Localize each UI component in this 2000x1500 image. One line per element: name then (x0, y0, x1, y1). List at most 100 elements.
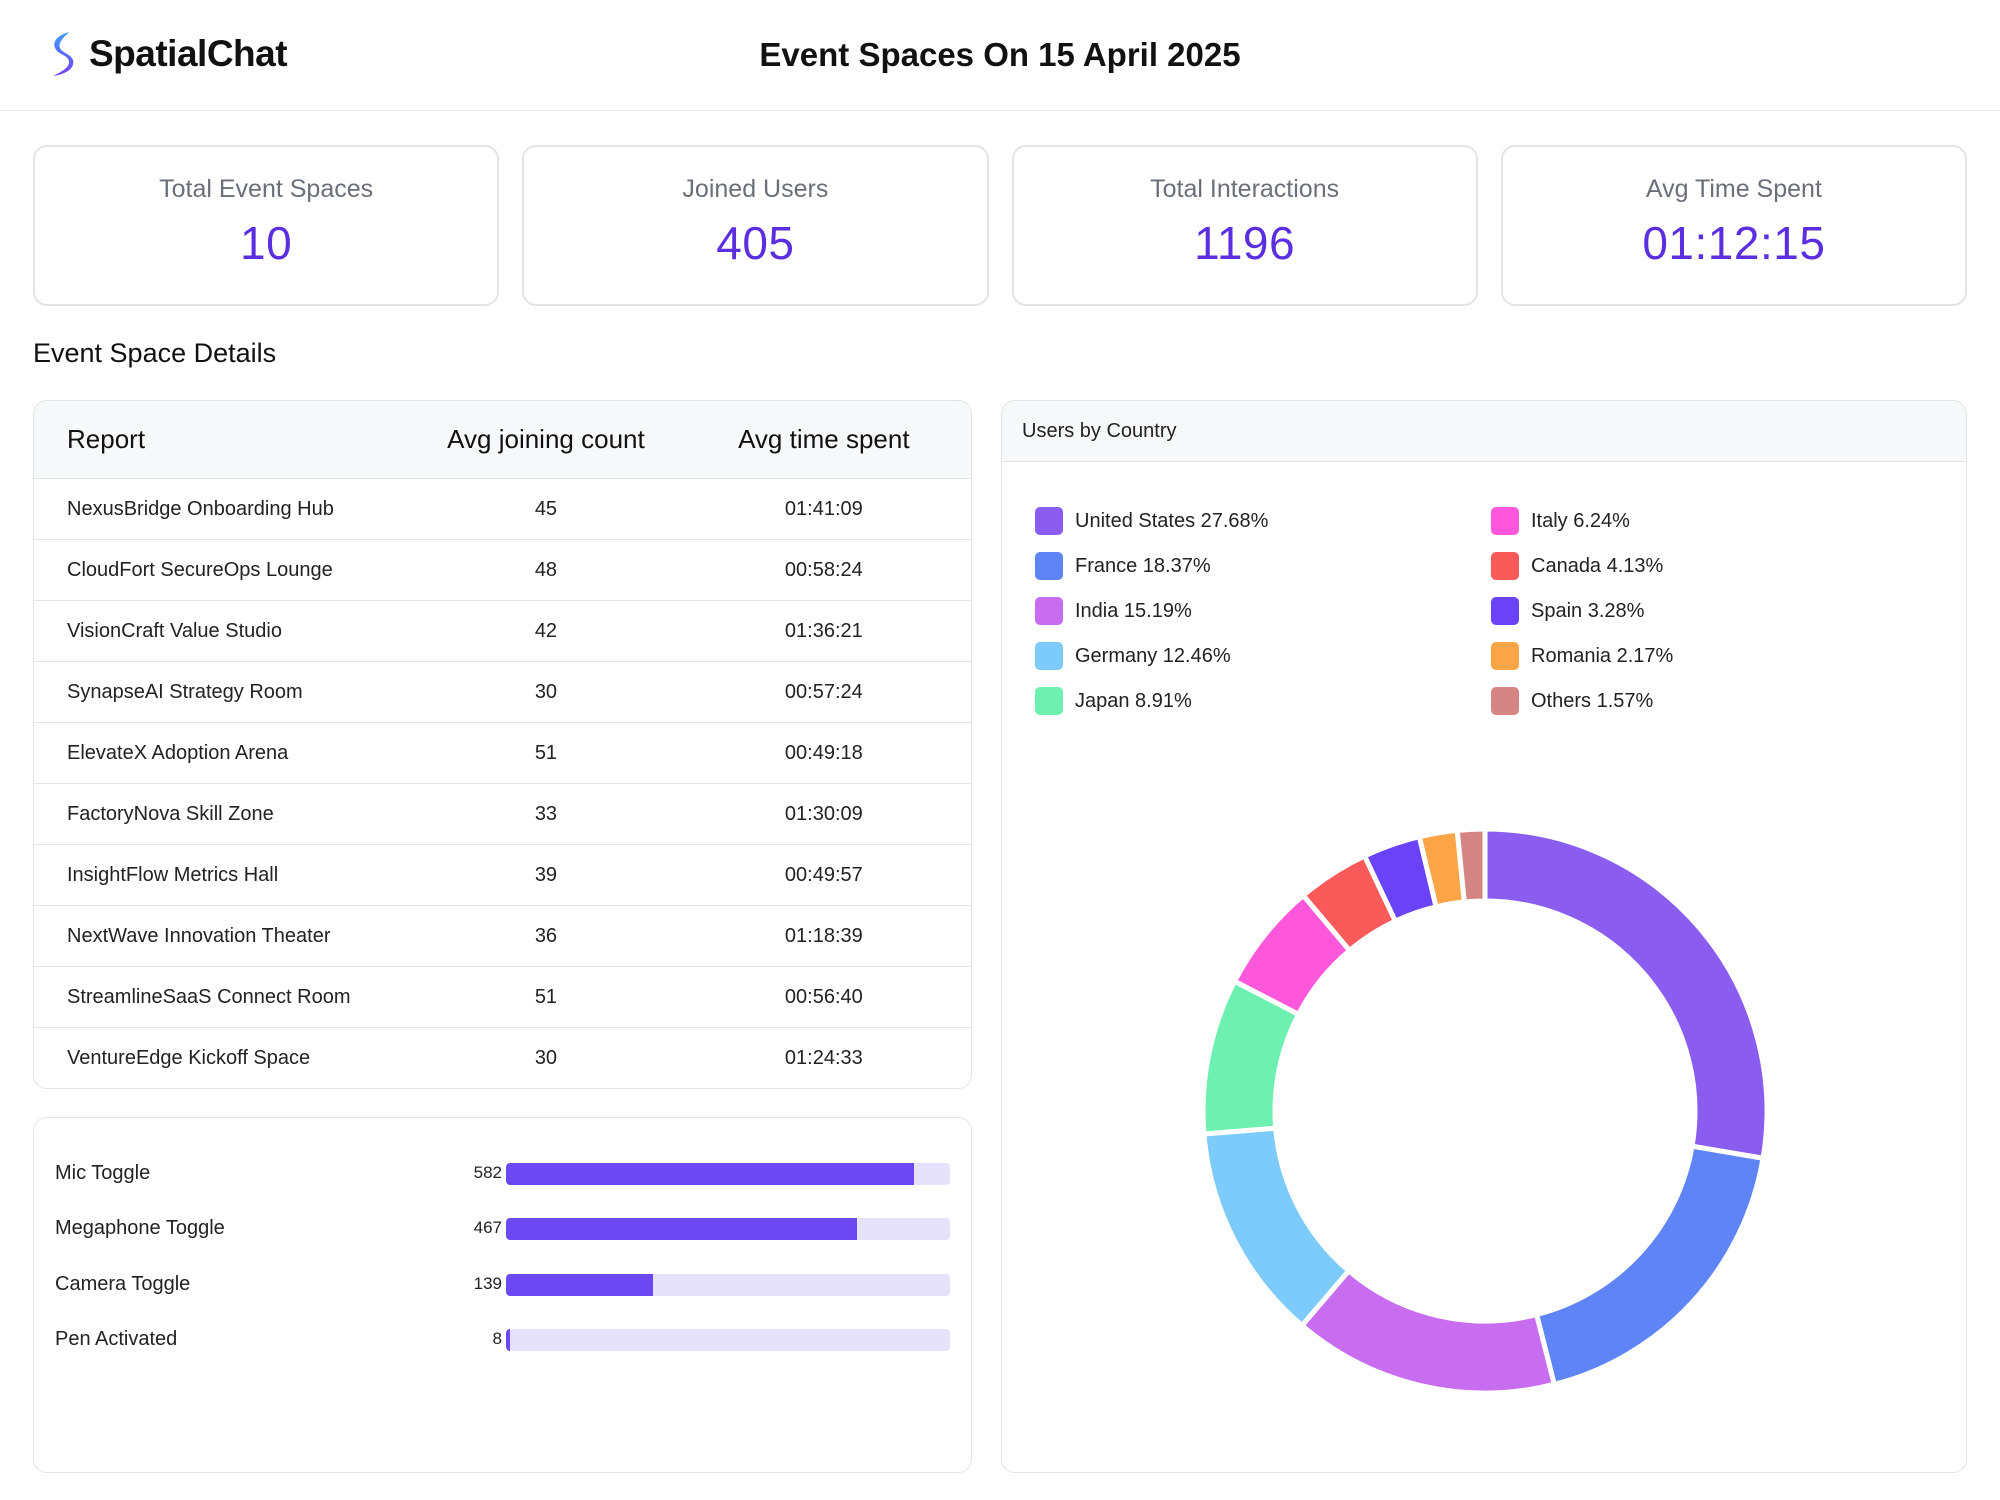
table-row[interactable]: ElevateX Adoption Arena 51 00:49:18 (34, 723, 971, 784)
legend-label: Others 1.57% (1531, 689, 1654, 712)
chart-title: Users by Country (1002, 401, 1966, 462)
legend-swatch (1035, 597, 1063, 625)
donut-slice-germany[interactable] (1201, 1125, 1352, 1329)
cell-time-spent: 01:24:33 (784, 1047, 863, 1069)
cell-report: VisionCraft Value Studio (67, 619, 282, 642)
table-row[interactable]: NextWave Innovation Theater 36 01:18:39 (34, 906, 971, 967)
interaction-row-camera-toggle: Camera Toggle 139 (34, 1269, 973, 1299)
interaction-label: Megaphone Toggle (55, 1217, 225, 1239)
interaction-bar-track (506, 1163, 950, 1185)
interaction-bar-fill (506, 1329, 511, 1351)
logo-text: SpatialChat (89, 33, 288, 74)
cell-time-spent: 00:49:57 (784, 863, 863, 886)
cell-joining-count: 45 (534, 497, 558, 520)
legend-item-india[interactable]: India 15.19% (1035, 596, 1192, 626)
cell-joining-count: 48 (534, 558, 558, 581)
interaction-count: 8 (492, 1329, 502, 1348)
legend-swatch (1491, 597, 1519, 625)
legend-item-united-states[interactable]: United States 27.68% (1035, 506, 1268, 536)
cell-time-spent: 00:57:24 (784, 680, 863, 703)
stat-value: 405 (716, 217, 795, 269)
legend-label: Canada 4.13% (1531, 554, 1664, 577)
cell-joining-count: 36 (534, 924, 558, 947)
legend-item-canada[interactable]: Canada 4.13% (1491, 551, 1663, 581)
legend-item-italy[interactable]: Italy 6.24% (1491, 506, 1630, 536)
legend-swatch (1491, 552, 1519, 580)
interaction-count: 139 (473, 1274, 502, 1293)
table-row[interactable]: FactoryNova Skill Zone 33 01:30:09 (34, 784, 971, 845)
cell-report: FactoryNova Skill Zone (67, 802, 274, 825)
cell-time-spent: 01:18:39 (784, 924, 863, 947)
cell-joining-count: 39 (534, 863, 558, 886)
cell-time-spent: 01:41:09 (784, 497, 863, 520)
donut-slice-united-states[interactable] (1482, 826, 1770, 1161)
table-row[interactable]: InsightFlow Metrics Hall 39 00:49:57 (34, 845, 971, 906)
stat-card-joined-users: Joined Users 405 (522, 145, 989, 306)
cell-report: SynapseAI Strategy Room (67, 680, 303, 703)
cell-report: CloudFort SecureOps Lounge (67, 558, 333, 581)
table-row[interactable]: VisionCraft Value Studio 42 01:36:21 (34, 601, 971, 662)
section-title: Event Space Details (33, 338, 277, 368)
legend-item-france[interactable]: France 18.37% (1035, 551, 1211, 581)
spatialchat-logo-icon (53, 32, 74, 76)
donut-slice-others[interactable] (1454, 826, 1488, 905)
interaction-label: Pen Activated (55, 1328, 178, 1350)
column-header-avg-joining-count[interactable]: Avg joining count (447, 424, 645, 454)
table-row[interactable]: SynapseAI Strategy Room 30 00:57:24 (34, 662, 971, 723)
legend-swatch (1035, 687, 1063, 715)
table-row[interactable]: StreamlineSaaS Connect Room 51 00:56:40 (34, 967, 971, 1028)
stat-label: Joined Users (682, 175, 829, 203)
legend-swatch (1035, 642, 1063, 670)
interaction-label: Mic Toggle (55, 1162, 151, 1184)
interaction-bar-track (506, 1218, 950, 1240)
legend-item-others[interactable]: Others 1.57% (1491, 686, 1653, 716)
cell-time-spent: 00:56:40 (784, 985, 863, 1008)
stat-label: Total Event Spaces (159, 175, 374, 203)
table-row[interactable]: VentureEdge Kickoff Space 30 01:24:33 (34, 1028, 971, 1088)
interaction-row-mic-toggle: Mic Toggle 582 (34, 1158, 973, 1188)
legend-label: Spain 3.28% (1531, 599, 1645, 622)
legend-label: Romania 2.17% (1531, 644, 1674, 667)
cell-report: NextWave Innovation Theater (67, 924, 331, 947)
legend-swatch (1491, 507, 1519, 535)
legend-swatch (1035, 507, 1063, 535)
legend-item-japan[interactable]: Japan 8.91% (1035, 686, 1192, 716)
stat-label: Avg Time Spent (1645, 175, 1822, 203)
interaction-row-megaphone-toggle: Megaphone Toggle 467 (34, 1213, 973, 1243)
header: SpatialChat Event Spaces On 15 April 202… (0, 0, 2000, 111)
legend-label: India 15.19% (1075, 599, 1192, 622)
column-header-avg-time-spent[interactable]: Avg time spent (738, 424, 910, 454)
stat-label: Total Interactions (1150, 175, 1340, 203)
cell-time-spent: 01:30:09 (784, 802, 863, 825)
table-row[interactable]: NexusBridge Onboarding Hub 45 01:41:09 (34, 479, 971, 540)
cell-time-spent: 00:49:18 (784, 741, 863, 764)
cell-joining-count: 51 (534, 985, 558, 1008)
event-space-table: Report Avg joining count Avg time spent … (33, 400, 972, 1089)
logo[interactable]: SpatialChat (47, 30, 288, 78)
legend-item-germany[interactable]: Germany 12.46% (1035, 641, 1231, 671)
stat-value: 10 (240, 217, 293, 269)
interaction-bar-fill (506, 1274, 653, 1296)
interaction-bar-track (506, 1329, 950, 1351)
legend-swatch (1491, 687, 1519, 715)
legend-item-romania[interactable]: Romania 2.17% (1491, 641, 1673, 671)
cell-joining-count: 30 (534, 1047, 558, 1069)
stat-card-total-event-spaces: Total Event Spaces 10 (33, 145, 500, 306)
legend-swatch (1491, 642, 1519, 670)
cell-time-spent: 00:58:24 (784, 558, 863, 581)
column-header-report[interactable]: Report (67, 424, 146, 454)
cell-joining-count: 51 (534, 741, 558, 764)
legend-swatch (1035, 552, 1063, 580)
donut-slice-india[interactable] (1299, 1268, 1557, 1396)
stat-value: 1196 (1194, 217, 1296, 269)
legend-item-spain[interactable]: Spain 3.28% (1491, 596, 1644, 626)
table-row[interactable]: CloudFort SecureOps Lounge 48 00:58:24 (34, 540, 971, 601)
cell-joining-count: 42 (534, 619, 558, 642)
donut-slice-france[interactable] (1534, 1143, 1766, 1387)
stats-row: Total Event Spaces 10 Joined Users 405 T… (33, 145, 1967, 306)
interaction-bar-fill (506, 1218, 857, 1240)
interaction-label: Camera Toggle (55, 1273, 191, 1295)
legend-label: Italy 6.24% (1531, 509, 1630, 532)
interactions-card: Mic Toggle 582 Megaphone Toggle 467 Came… (33, 1117, 972, 1473)
stat-card-total-interactions: Total Interactions 1196 (1011, 145, 1478, 306)
